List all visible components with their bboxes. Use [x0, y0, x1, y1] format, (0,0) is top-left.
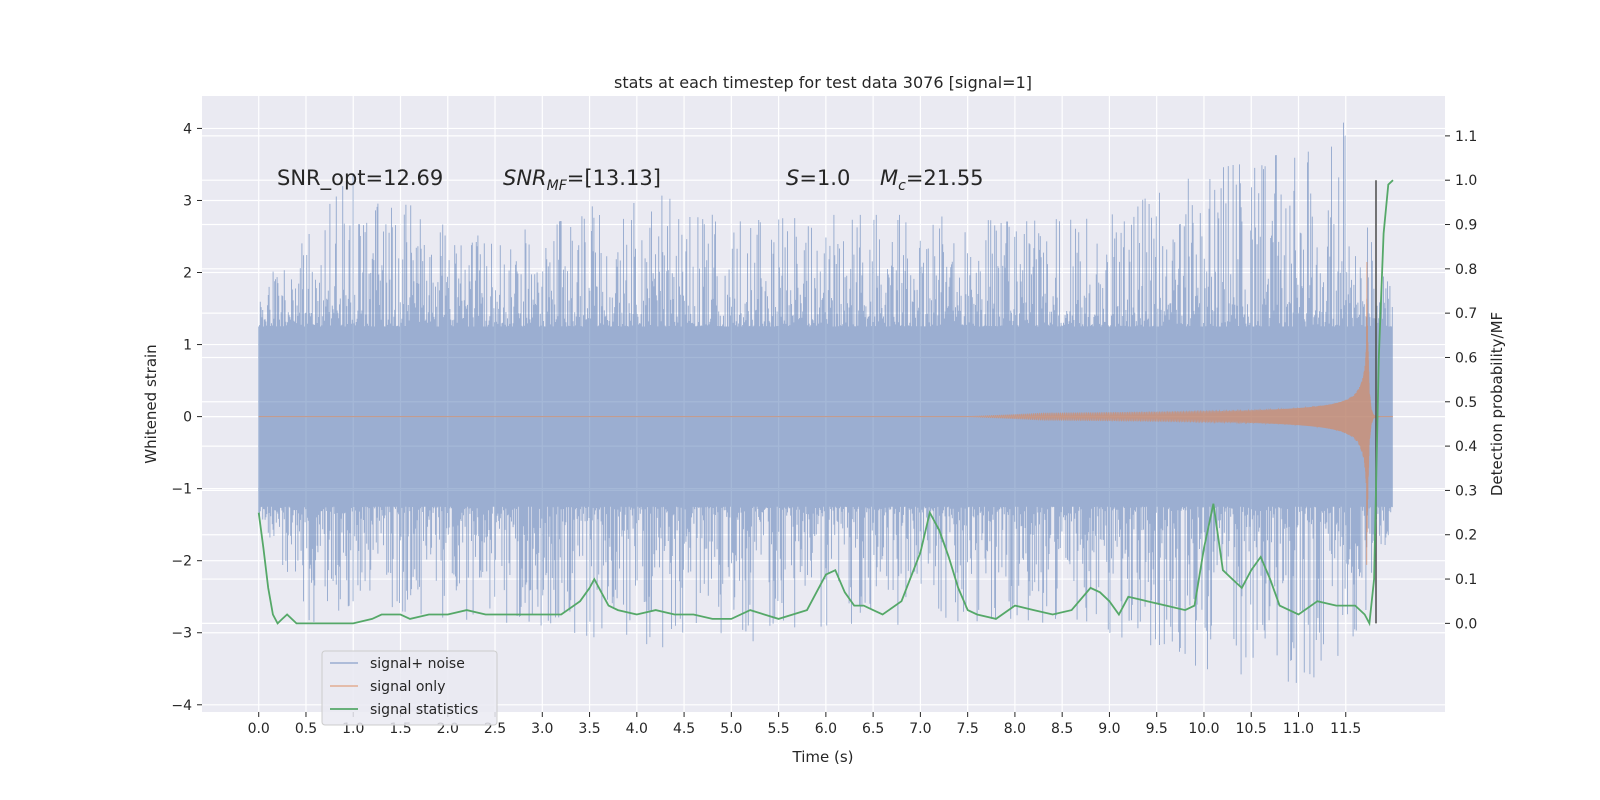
- legend-label-signal-statistics: signal statistics: [370, 702, 478, 718]
- x-tick-label: 0.5: [295, 721, 317, 737]
- x-tick-label: 10.5: [1236, 721, 1267, 737]
- signal-statistics-line: [257, 179, 1394, 627]
- x-tick-label: 8.0: [1004, 721, 1026, 737]
- right-y-tick-label: 0.2: [1455, 528, 1477, 544]
- x-axis-label: Time (s): [792, 748, 854, 766]
- x-tick-label: 7.0: [909, 721, 931, 737]
- x-tick-label: 9.5: [1146, 721, 1168, 737]
- legend-label-signal-only: signal only: [370, 679, 445, 695]
- left-y-tick-label: −2: [171, 554, 192, 570]
- x-tick-label: 7.5: [957, 721, 979, 737]
- x-tick-label: 5.0: [720, 721, 742, 737]
- signal-statistics-series: [257, 179, 1394, 627]
- signal-noise-series: [258, 122, 1393, 683]
- right-y-tick-label: 0.9: [1455, 218, 1477, 234]
- right-y-axis-ticks: 1.1 1.0 0.9 0.8 0.7 0.6 0.5 0.4 0.3 0.2 0.1 0.0: [1445, 129, 1477, 632]
- x-tick-label: 6.5: [862, 721, 884, 737]
- x-tick-label: 6.0: [815, 721, 837, 737]
- left-y-tick-label: 2: [183, 266, 192, 282]
- left-y-tick-label: −4: [171, 698, 192, 714]
- x-tick-label: 11.5: [1330, 721, 1361, 737]
- x-tick-label: 9.0: [1098, 721, 1120, 737]
- right-y-tick-label: 0.5: [1455, 395, 1477, 411]
- left-y-tick-label: 4: [183, 121, 192, 137]
- legend: signal+ noise signal only signal statist…: [321, 650, 498, 726]
- x-tick-label: 4.5: [673, 721, 695, 737]
- right-y-tick-label: 0.1: [1455, 572, 1477, 588]
- left-y-axis-ticks: 4 3 2 1 0 −1 −2 −3 −4: [171, 121, 202, 714]
- chart-title: stats at each timestep for test data 307…: [614, 73, 1032, 92]
- x-tick-label: 5.5: [767, 721, 789, 737]
- right-y-axis-label: Detection probability/MF: [1488, 312, 1506, 496]
- x-tick-label: 3.5: [578, 721, 600, 737]
- signal-only-trace: [258, 262, 1394, 565]
- left-y-tick-label: −1: [171, 482, 192, 498]
- x-axis-ticks: 0.0 0.5 1.0 1.5 2.0 2.5 3.0 3.5 4.0 4.5 5.0 5.5 6.0 6…: [248, 712, 1361, 737]
- x-tick-label: 0.0: [248, 721, 270, 737]
- legend-box: [321, 650, 498, 726]
- right-y-tick-label: 1.1: [1455, 129, 1477, 145]
- signal-noise-trace: [258, 122, 1393, 683]
- snr-mf-annotation: SNRMF=[13.13]: [503, 166, 661, 194]
- right-y-tick-label: 0.0: [1455, 616, 1477, 632]
- right-y-tick-label: 0.8: [1455, 262, 1477, 278]
- right-y-tick-label: 0.7: [1455, 306, 1477, 322]
- x-tick-label: 4.0: [626, 721, 648, 737]
- x-tick-label: 3.0: [531, 721, 553, 737]
- legend-label-signal-noise: signal+ noise: [370, 656, 465, 672]
- right-y-tick-label: 0.3: [1455, 483, 1477, 499]
- right-y-tick-label: 0.6: [1455, 350, 1477, 366]
- mc-annotation: Mc=21.55: [880, 166, 984, 194]
- right-y-tick-label: 0.4: [1455, 439, 1477, 455]
- x-tick-label: 8.5: [1051, 721, 1073, 737]
- left-y-tick-label: 3: [183, 193, 192, 209]
- s-annotation: S=1.0: [786, 166, 850, 190]
- signal-only-series: [258, 262, 1394, 565]
- left-y-tick-label: 0: [183, 410, 192, 426]
- left-y-tick-label: 1: [183, 338, 192, 354]
- x-tick-label: 11.0: [1283, 721, 1314, 737]
- left-y-tick-label: −3: [171, 626, 192, 642]
- x-tick-label: 10.0: [1188, 721, 1219, 737]
- right-y-tick-label: 1.0: [1455, 173, 1477, 189]
- left-y-axis-label: Whitened strain: [142, 344, 160, 463]
- snr-opt-annotation: SNR_opt=12.69: [277, 166, 443, 191]
